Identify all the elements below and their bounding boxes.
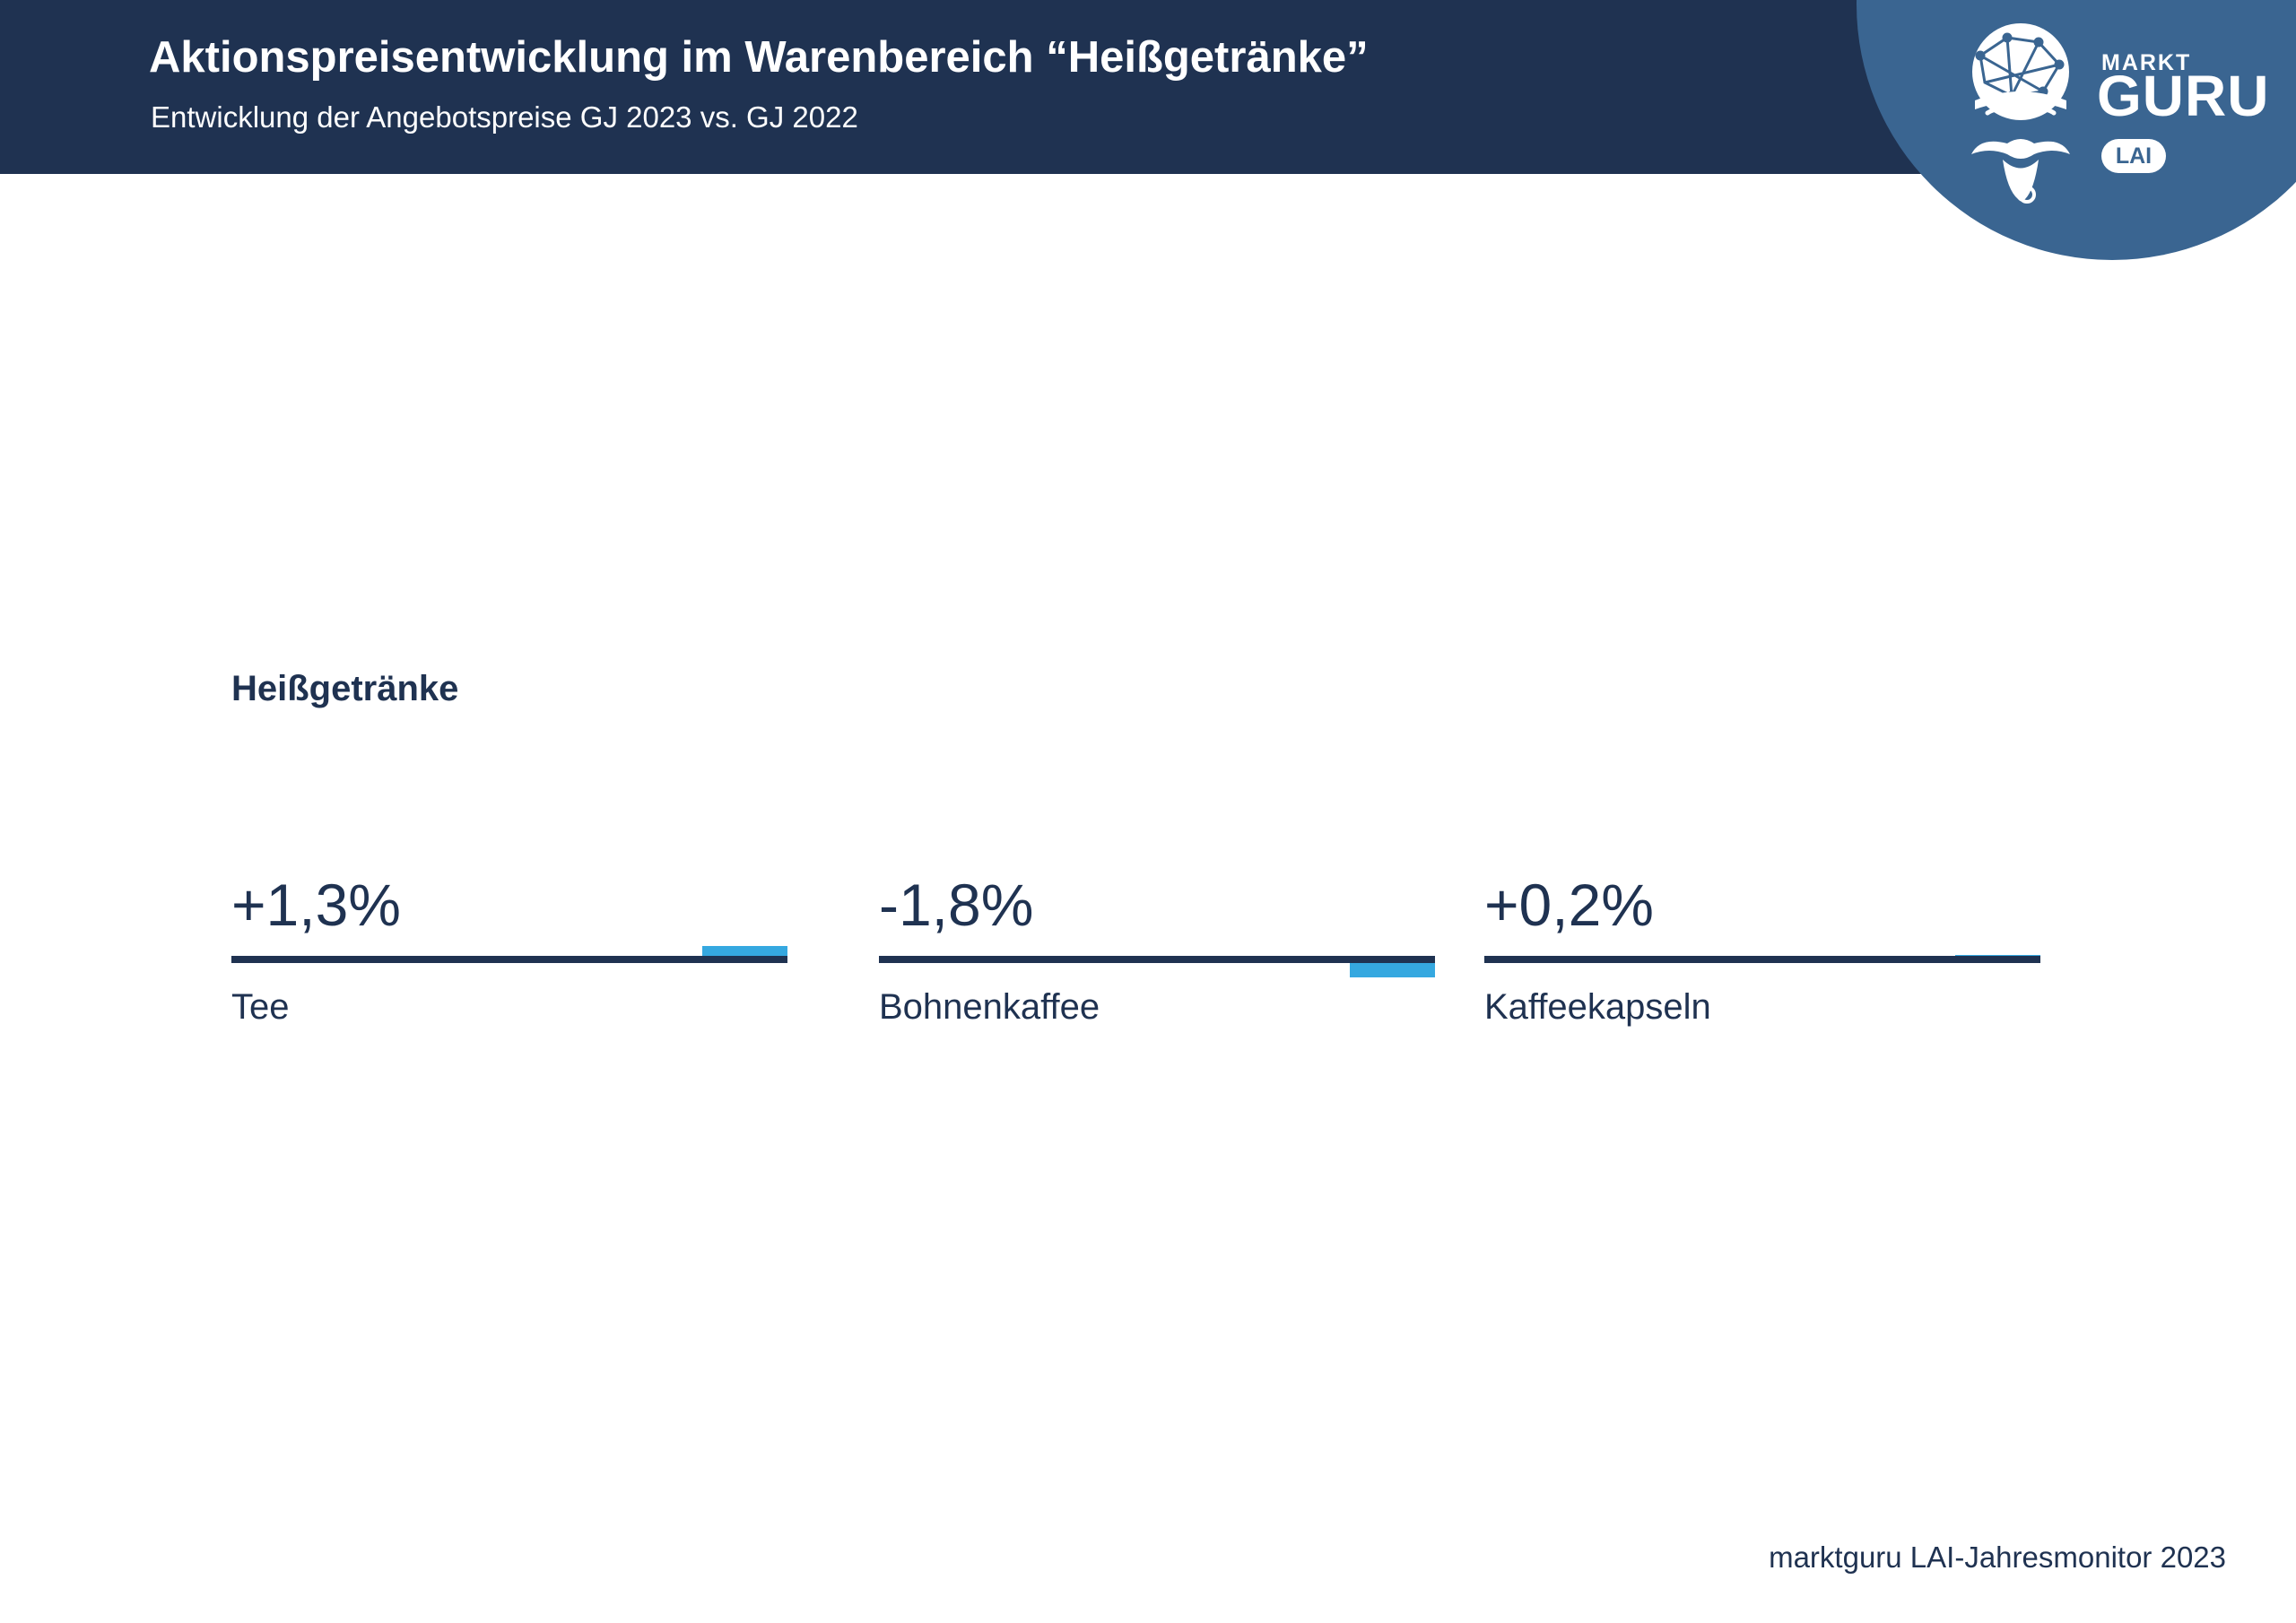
page-title: Aktionspreisentwicklung im Warenbereich … bbox=[149, 33, 1369, 82]
logo-lai-badge: LAI bbox=[2101, 139, 2166, 173]
category-label-tee: Tee bbox=[231, 987, 290, 1027]
bar-bohnenkaffee bbox=[1350, 961, 1435, 977]
page-subtitle: Entwicklung der Angebotspreise GJ 2023 v… bbox=[151, 100, 858, 134]
baseline-bohnenkaffee bbox=[879, 956, 1435, 963]
bar-tee bbox=[702, 946, 787, 958]
guru-mascot-icon bbox=[1971, 23, 2070, 204]
logo-markt-text: MARKT bbox=[2101, 50, 2192, 75]
value-label-bohnenkaffee: -1,8% bbox=[879, 872, 1033, 938]
category-label-kaffeekapseln: Kaffeekapseln bbox=[1484, 987, 1711, 1027]
logo-guru-text: GURU bbox=[2097, 64, 2270, 128]
section-heading: Heißgetränke bbox=[231, 669, 459, 708]
baseline-tee bbox=[231, 956, 787, 963]
category-label-bohnenkaffee: Bohnenkaffee bbox=[879, 987, 1100, 1027]
baseline-kaffeekapseln bbox=[1484, 956, 2040, 963]
value-label-tee: +1,3% bbox=[231, 872, 401, 938]
source-footer: marktguru LAI-Jahresmonitor 2023 bbox=[1769, 1541, 2226, 1574]
value-label-kaffeekapseln: +0,2% bbox=[1484, 872, 1654, 938]
